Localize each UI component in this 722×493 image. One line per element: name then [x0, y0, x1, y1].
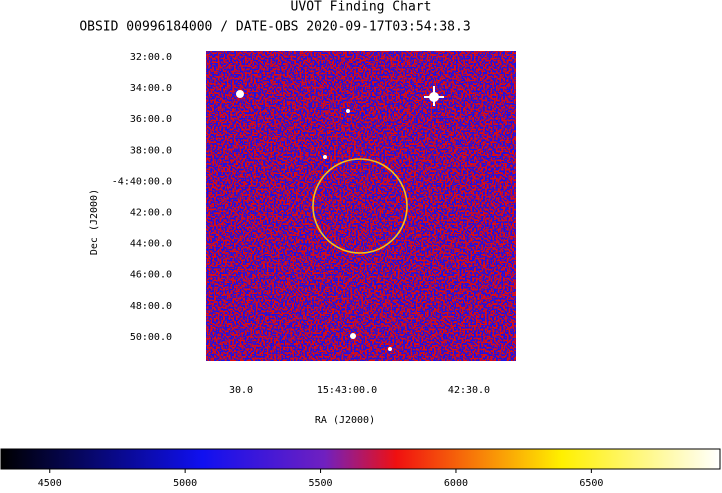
y-tick-label: 42:00.0 [130, 208, 172, 219]
x-tick-label: 30.0 [229, 385, 253, 396]
y-tick-label: 38:00.0 [130, 145, 172, 156]
x-tick-label: 15:43:00.0 [317, 385, 377, 396]
colorbar-tick-label: 6000 [444, 478, 468, 489]
y-tick-label: 48:00.0 [130, 301, 172, 312]
y-tick-label: 36:00.0 [130, 114, 172, 125]
x-tick-label: 42:30.0 [448, 385, 490, 396]
colorbar-tick-label: 5500 [309, 478, 333, 489]
stars [236, 86, 444, 351]
y-tick-label: 34:00.0 [130, 83, 172, 94]
chart-subtitle: OBSID 00996184000 / DATE-OBS 2020-09-17T… [79, 20, 470, 35]
image-speckle [206, 51, 516, 361]
colorbar-tick-label: 6500 [579, 478, 603, 489]
y-axis-label: Dec (J2000) [89, 189, 100, 255]
colorbar [0, 448, 721, 470]
sky-image [206, 51, 516, 361]
colorbar-tick-label: 5000 [173, 478, 197, 489]
x-axis-label: RA (J2000) [315, 415, 375, 426]
y-tick-label: 32:00.0 [130, 52, 172, 63]
y-tick-label: 44:00.0 [130, 239, 172, 250]
y-tick-label: 46:00.0 [130, 270, 172, 281]
y-tick-label: -4:40:00.0 [112, 176, 172, 187]
colorbar-tick-label: 4500 [38, 478, 62, 489]
chart-title: UVOT Finding Chart [291, 0, 432, 15]
y-tick-label: 50:00.0 [130, 332, 172, 343]
source-circle [312, 158, 408, 254]
